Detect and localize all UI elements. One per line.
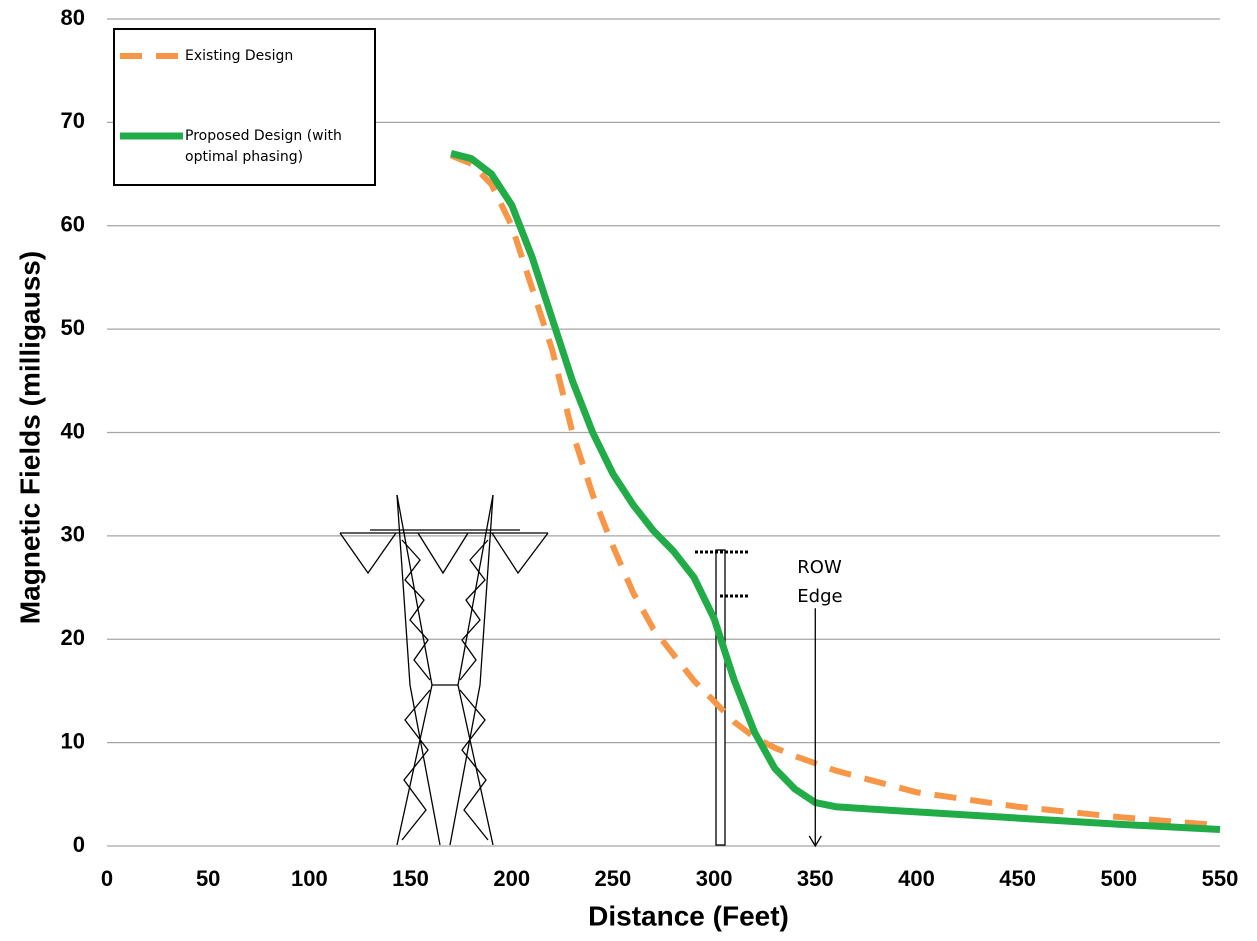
series-line [450,149,1221,833]
pole [695,549,750,846]
x-tick-label: 350 [797,866,834,891]
x-tick-label: 250 [595,866,632,891]
legend-swatch [120,132,183,140]
y-tick-label: 40 [61,418,85,443]
x-tick-label: 400 [898,866,935,891]
y-tick-label: 20 [61,625,85,650]
legend-entry: Proposed Design (with optimal phasing) [115,126,370,168]
x-tick-label: 0 [101,866,113,891]
y-tick-label: 10 [61,728,85,753]
x-tick-label: 50 [196,866,220,891]
legend-label: Proposed Design (with optimal phasing) [185,128,342,165]
x-tick-label: 300 [696,866,733,891]
y-tick-label: 30 [61,522,85,547]
legend-entry: Existing Design [115,46,370,67]
y-tick-label: 0 [73,832,85,857]
annotation-arrowhead [808,835,822,848]
x-tick-label: 200 [493,866,530,891]
y-axis-title: Magnetic Fields (milligauss) [14,251,45,624]
x-tick-label: 500 [1100,866,1137,891]
x-tick-label: 550 [1202,866,1239,891]
y-tick-label: 80 [61,5,85,30]
x-tick-label: 450 [999,866,1036,891]
legend-swatch [120,53,183,59]
x-tick-label: 100 [291,866,328,891]
legend-label: Existing Design [185,48,294,64]
annotation-text: Edge [797,586,842,607]
x-tick-label: 150 [392,866,429,891]
tower [339,494,549,846]
y-tick-label: 50 [61,315,85,340]
series-line [449,152,1221,829]
x-axis-title: Distance (Feet) [588,900,789,931]
annotation-text: ROW [797,557,842,578]
y-tick-label: 60 [61,212,85,237]
legend: Existing Design Proposed Design (with opt… [113,28,376,186]
y-tick-label: 70 [61,108,85,133]
